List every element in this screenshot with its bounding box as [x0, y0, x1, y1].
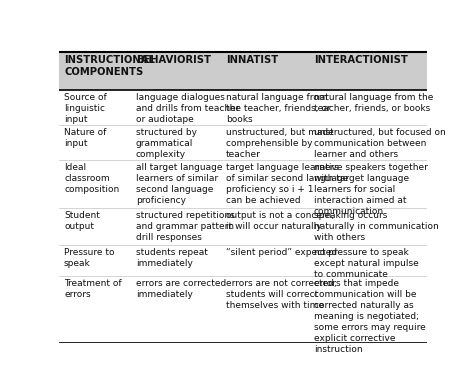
Text: BEHAVIORIST: BEHAVIORIST [136, 55, 210, 65]
Text: target language learners
of similar second language
proficiency so i + 1
can be : target language learners of similar seco… [226, 162, 348, 205]
Text: INSTRUCTIONAL
COMPONENTS: INSTRUCTIONAL COMPONENTS [64, 55, 155, 77]
Text: natural language from
the teacher, friends, or
books: natural language from the teacher, frien… [226, 93, 330, 124]
Bar [59, 90, 427, 343]
Text: natural language from the
teacher, friends, or books: natural language from the teacher, frien… [314, 93, 433, 113]
Text: Ideal
classroom
composition: Ideal classroom composition [64, 162, 119, 194]
Text: INNATIST: INNATIST [226, 55, 278, 65]
Text: native speakers together
with target language
learners for social
interaction ai: native speakers together with target lan… [314, 162, 428, 216]
Text: “silent period” expected: “silent period” expected [226, 248, 337, 257]
Text: Source of
linguistic
input: Source of linguistic input [64, 93, 107, 124]
Text: speaking occurs
naturally in communication
with others: speaking occurs naturally in communicati… [314, 211, 438, 242]
Text: structured repetitions
and grammar pattern
drill responses: structured repetitions and grammar patte… [136, 211, 235, 242]
Text: no pressure to speak
except natural impulse
to communicate: no pressure to speak except natural impu… [314, 248, 419, 280]
Text: structured by
grammatical
complexity: structured by grammatical complexity [136, 128, 197, 159]
Text: students repeat
immediately: students repeat immediately [136, 248, 208, 268]
Text: output is not a concern;
it will occur naturally: output is not a concern; it will occur n… [226, 211, 334, 231]
Text: all target language
learners of similar
second language
proficiency: all target language learners of similar … [136, 162, 222, 205]
Text: Student
output: Student output [64, 211, 100, 231]
Text: language dialogues
and drills from teacher
or audiotape: language dialogues and drills from teach… [136, 93, 239, 124]
Text: errors are not corrected;
students will correct
themselves with time: errors are not corrected; students will … [226, 279, 337, 310]
Text: unstructured, but focused on
communication between
learner and others: unstructured, but focused on communicati… [314, 128, 446, 159]
Text: errors that impede
communication will be
corrected naturally as
meaning is negot: errors that impede communication will be… [314, 279, 426, 355]
Text: INTERACTIONIST: INTERACTIONIST [314, 55, 408, 65]
Text: Treatment of
errors: Treatment of errors [64, 279, 122, 299]
Text: errors are corrected
immediately: errors are corrected immediately [136, 279, 226, 299]
Text: unstructured, but made
comprehensible by
teacher: unstructured, but made comprehensible by… [226, 128, 333, 159]
Text: Nature of
input: Nature of input [64, 128, 106, 148]
Bar [59, 52, 427, 90]
Text: Pressure to
speak: Pressure to speak [64, 248, 115, 268]
